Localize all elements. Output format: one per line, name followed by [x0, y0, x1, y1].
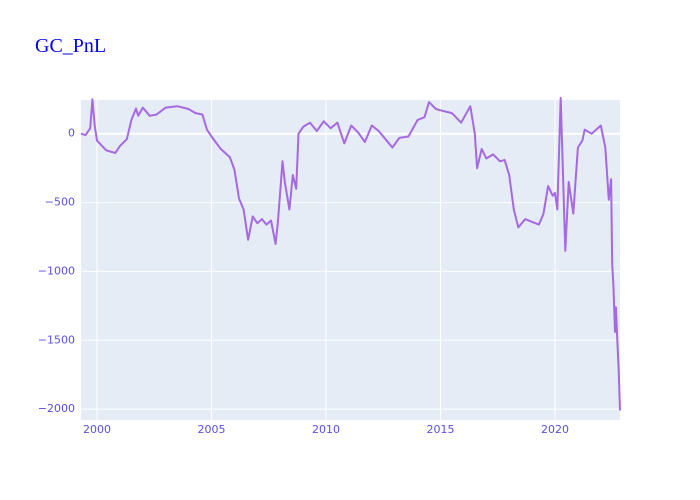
- y-tick-label: −1000: [38, 264, 75, 277]
- x-tick-label: 2010: [312, 423, 340, 436]
- x-tick-label: 2005: [198, 423, 226, 436]
- x-tick-label: 2020: [541, 423, 569, 436]
- plot-area: [81, 100, 620, 420]
- y-tick-label: −1500: [38, 333, 75, 346]
- y-tick-label: 0: [68, 127, 75, 140]
- chart-title: GC_PnL: [35, 35, 106, 57]
- y-tick-label: −500: [45, 196, 75, 209]
- x-tick-label: 2015: [426, 423, 454, 436]
- y-tick-label: −2000: [38, 402, 75, 415]
- x-tick-label: 2000: [83, 423, 111, 436]
- line: [80, 96, 621, 411]
